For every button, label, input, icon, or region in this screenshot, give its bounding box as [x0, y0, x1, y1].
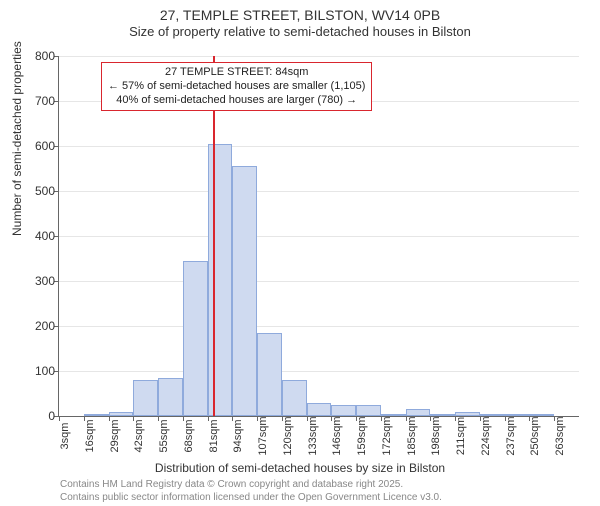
- annotation-line: 27 TEMPLE STREET: 84sqm: [108, 66, 365, 80]
- gridline: [59, 146, 579, 147]
- histogram-bar: [109, 412, 134, 417]
- plot-region: 01002003004005006007008003sqm16sqm29sqm4…: [58, 56, 579, 417]
- histogram-bar: [406, 409, 431, 416]
- xtick-label: 250sqm: [529, 416, 541, 455]
- ytick-label: 600: [15, 139, 55, 153]
- xtick-label: 159sqm: [356, 416, 368, 455]
- xtick-label: 198sqm: [430, 416, 442, 455]
- footer-line: Contains public sector information licen…: [60, 492, 442, 505]
- xtick-label: 224sqm: [480, 416, 492, 455]
- ytick-label: 0: [15, 409, 55, 423]
- xtick-label: 16sqm: [84, 419, 96, 452]
- xtick-label: 146sqm: [331, 416, 343, 455]
- xtick-label: 185sqm: [406, 416, 418, 455]
- histogram-bar: [84, 414, 109, 416]
- xtick-label: 55sqm: [158, 419, 170, 452]
- gridline: [59, 371, 579, 372]
- xtick-label: 3sqm: [59, 423, 71, 450]
- xtick-label: 42sqm: [133, 419, 145, 452]
- xtick-label: 263sqm: [554, 416, 566, 455]
- xtick-label: 120sqm: [282, 416, 294, 455]
- ytick-label: 200: [15, 319, 55, 333]
- footer-line: Contains HM Land Registry data © Crown c…: [60, 479, 442, 492]
- xtick-label: 107sqm: [257, 416, 269, 455]
- histogram-bar: [158, 378, 183, 416]
- histogram-bar: [282, 380, 307, 416]
- ytick-label: 300: [15, 274, 55, 288]
- gridline: [59, 56, 579, 57]
- ytick-label: 100: [15, 364, 55, 378]
- ytick-label: 500: [15, 184, 55, 198]
- ytick-label: 700: [15, 94, 55, 108]
- xtick-label: 29sqm: [109, 419, 121, 452]
- xtick-label: 133sqm: [307, 416, 319, 455]
- xtick-mark: [59, 416, 60, 421]
- ytick-label: 400: [15, 229, 55, 243]
- histogram-bar: [183, 261, 208, 416]
- xtick-label: 94sqm: [232, 419, 244, 452]
- histogram-bar: [307, 403, 332, 417]
- histogram-bar: [133, 380, 158, 416]
- histogram-bar: [208, 144, 233, 416]
- chart-area: 01002003004005006007008003sqm16sqm29sqm4…: [58, 56, 578, 416]
- xtick-label: 81sqm: [208, 419, 220, 452]
- gridline: [59, 191, 579, 192]
- footer-attribution: Contains HM Land Registry data © Crown c…: [60, 479, 442, 504]
- histogram-bar: [455, 412, 480, 417]
- annotation-line: 40% of semi-detached houses are larger (…: [108, 94, 365, 108]
- chart-subtitle: Size of property relative to semi-detach…: [0, 24, 600, 39]
- gridline: [59, 281, 579, 282]
- gridline: [59, 326, 579, 327]
- xtick-label: 68sqm: [183, 419, 195, 452]
- x-axis-label: Distribution of semi-detached houses by …: [0, 461, 600, 475]
- gridline: [59, 236, 579, 237]
- chart-title: 27, TEMPLE STREET, BILSTON, WV14 0PB: [0, 6, 600, 24]
- ytick-label: 800: [15, 49, 55, 63]
- histogram-bar: [232, 166, 257, 416]
- histogram-bar: [356, 405, 381, 416]
- histogram-bar: [257, 333, 282, 416]
- xtick-label: 172sqm: [381, 416, 393, 455]
- annotation-box: 27 TEMPLE STREET: 84sqm ← 57% of semi-de…: [101, 62, 372, 111]
- annotation-line: ← 57% of semi-detached houses are smalle…: [108, 80, 365, 94]
- xtick-label: 237sqm: [505, 416, 517, 455]
- histogram-bar: [331, 405, 356, 416]
- xtick-label: 211sqm: [455, 417, 467, 455]
